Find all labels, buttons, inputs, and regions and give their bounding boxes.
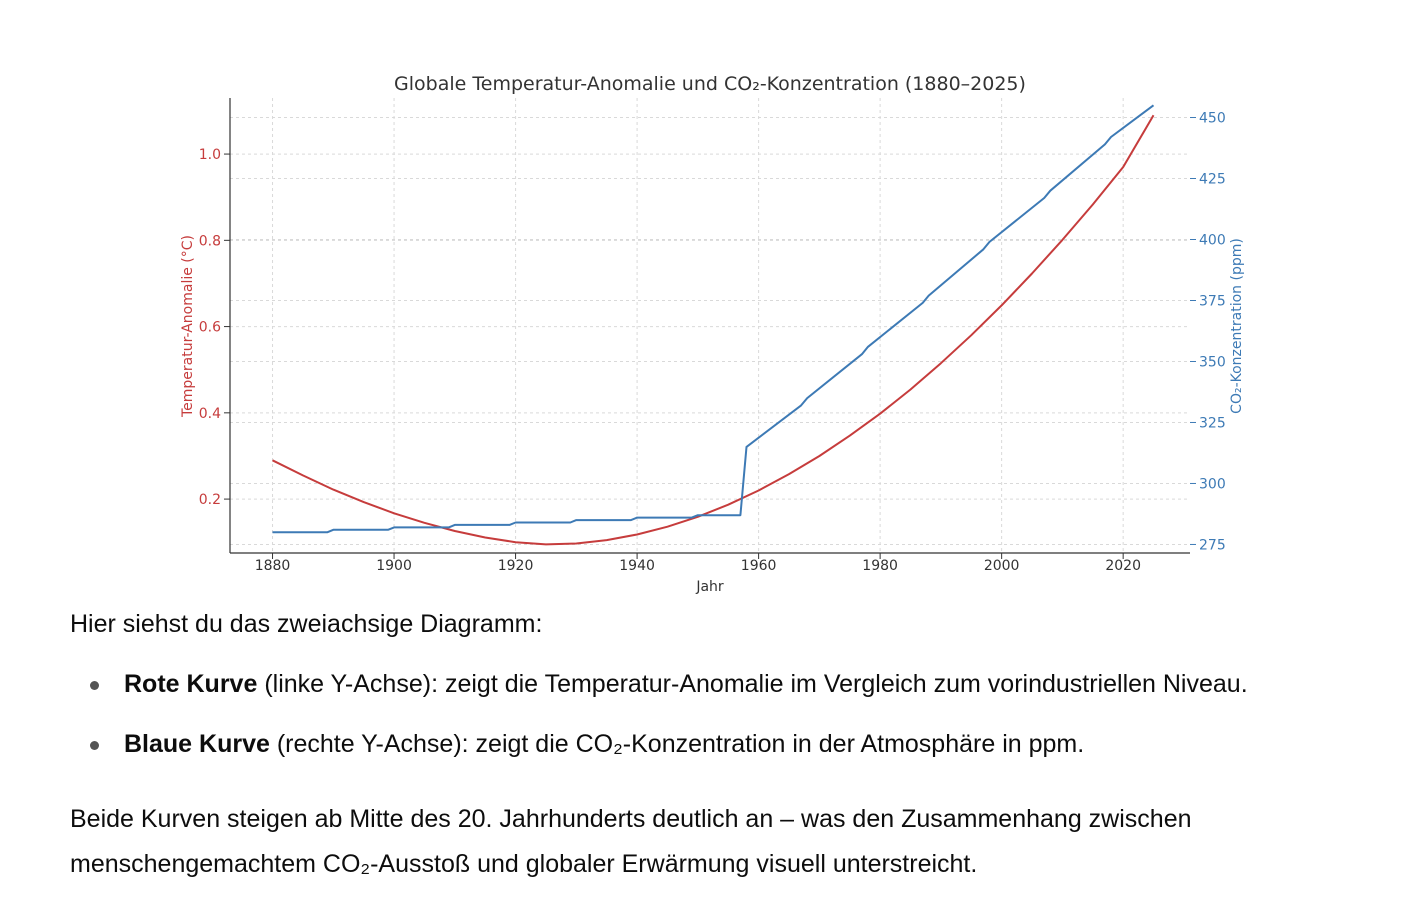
y-left-tick-label: 0.4 bbox=[199, 406, 221, 422]
bullet-bold: Blaue Kurve bbox=[124, 730, 270, 758]
intro-text: Hier siehst du das zweiachsige Diagramm: bbox=[70, 610, 543, 638]
y-right-tick-label: 375 bbox=[1199, 293, 1226, 309]
co2-line bbox=[272, 104, 1155, 534]
y-left-tick-label: 0.2 bbox=[199, 492, 221, 508]
y-right-tick-label: 450 bbox=[1199, 111, 1226, 127]
y-axis-right-label: CO₂-Konzentration (ppm) bbox=[1229, 238, 1245, 414]
y-left-tick-label: 1.0 bbox=[199, 147, 221, 163]
y-axis-left-label: Temperatur-Anomalie (°C) bbox=[180, 235, 196, 418]
chart-lines bbox=[272, 104, 1155, 546]
y-right-tick-label: 400 bbox=[1199, 233, 1226, 249]
y-left-tick-label: 0.6 bbox=[199, 320, 221, 336]
x-tick-label: 1940 bbox=[619, 558, 655, 574]
bullet-list: Rote Kurve (linke Y-Achse): zeigt die Te… bbox=[70, 662, 1248, 782]
x-tick-label: 1980 bbox=[862, 558, 898, 574]
chart-title: Globale Temperatur-Anomalie und CO₂-Konz… bbox=[394, 73, 1026, 95]
chart-grid bbox=[230, 98, 1190, 553]
x-axis-label: Jahr bbox=[695, 579, 724, 595]
y-right-tick-label: 300 bbox=[1199, 476, 1226, 492]
x-tick-label: 1960 bbox=[741, 558, 777, 574]
list-item: Rote Kurve (linke Y-Achse): zeigt die Te… bbox=[70, 662, 1248, 722]
x-tick-label: 1920 bbox=[498, 558, 534, 574]
bullet-text: (linke Y-Achse): zeigt die Temperatur-An… bbox=[257, 670, 1248, 698]
temperature-line bbox=[272, 114, 1155, 546]
dual-axis-chart: 1880 1900 1920 1940 1960 1980 2000 2020 0.2 0.4 0.… bbox=[180, 73, 1245, 595]
x-tick-label: 2020 bbox=[1105, 558, 1141, 574]
y-right-tick-label: 425 bbox=[1199, 172, 1226, 188]
x-tick-label: 2000 bbox=[984, 558, 1020, 574]
y-right-tick-label: 275 bbox=[1199, 537, 1226, 553]
bullet-icon bbox=[90, 741, 99, 750]
y-right-tick-label: 325 bbox=[1199, 415, 1226, 431]
chart-ticks: 1880 1900 1920 1940 1960 1980 2000 2020 0.2 0.4 0.… bbox=[199, 111, 1226, 574]
outro-text: Beide Kurven steigen ab Mitte des 20. Ja… bbox=[70, 805, 1192, 878]
x-tick-label: 1900 bbox=[376, 558, 412, 574]
bullet-icon bbox=[90, 681, 99, 690]
x-tick-label: 1880 bbox=[255, 558, 291, 574]
bullet-bold: Rote Kurve bbox=[124, 670, 258, 698]
bullet-text: (rechte Y-Achse): zeigt die CO₂-Konzentr… bbox=[269, 730, 1085, 758]
list-item: Blaue Kurve (rechte Y-Achse): zeigt die … bbox=[70, 722, 1248, 782]
chart-axes bbox=[229, 98, 1190, 554]
y-right-tick-label: 350 bbox=[1199, 354, 1226, 370]
y-left-tick-label: 0.8 bbox=[199, 233, 221, 249]
